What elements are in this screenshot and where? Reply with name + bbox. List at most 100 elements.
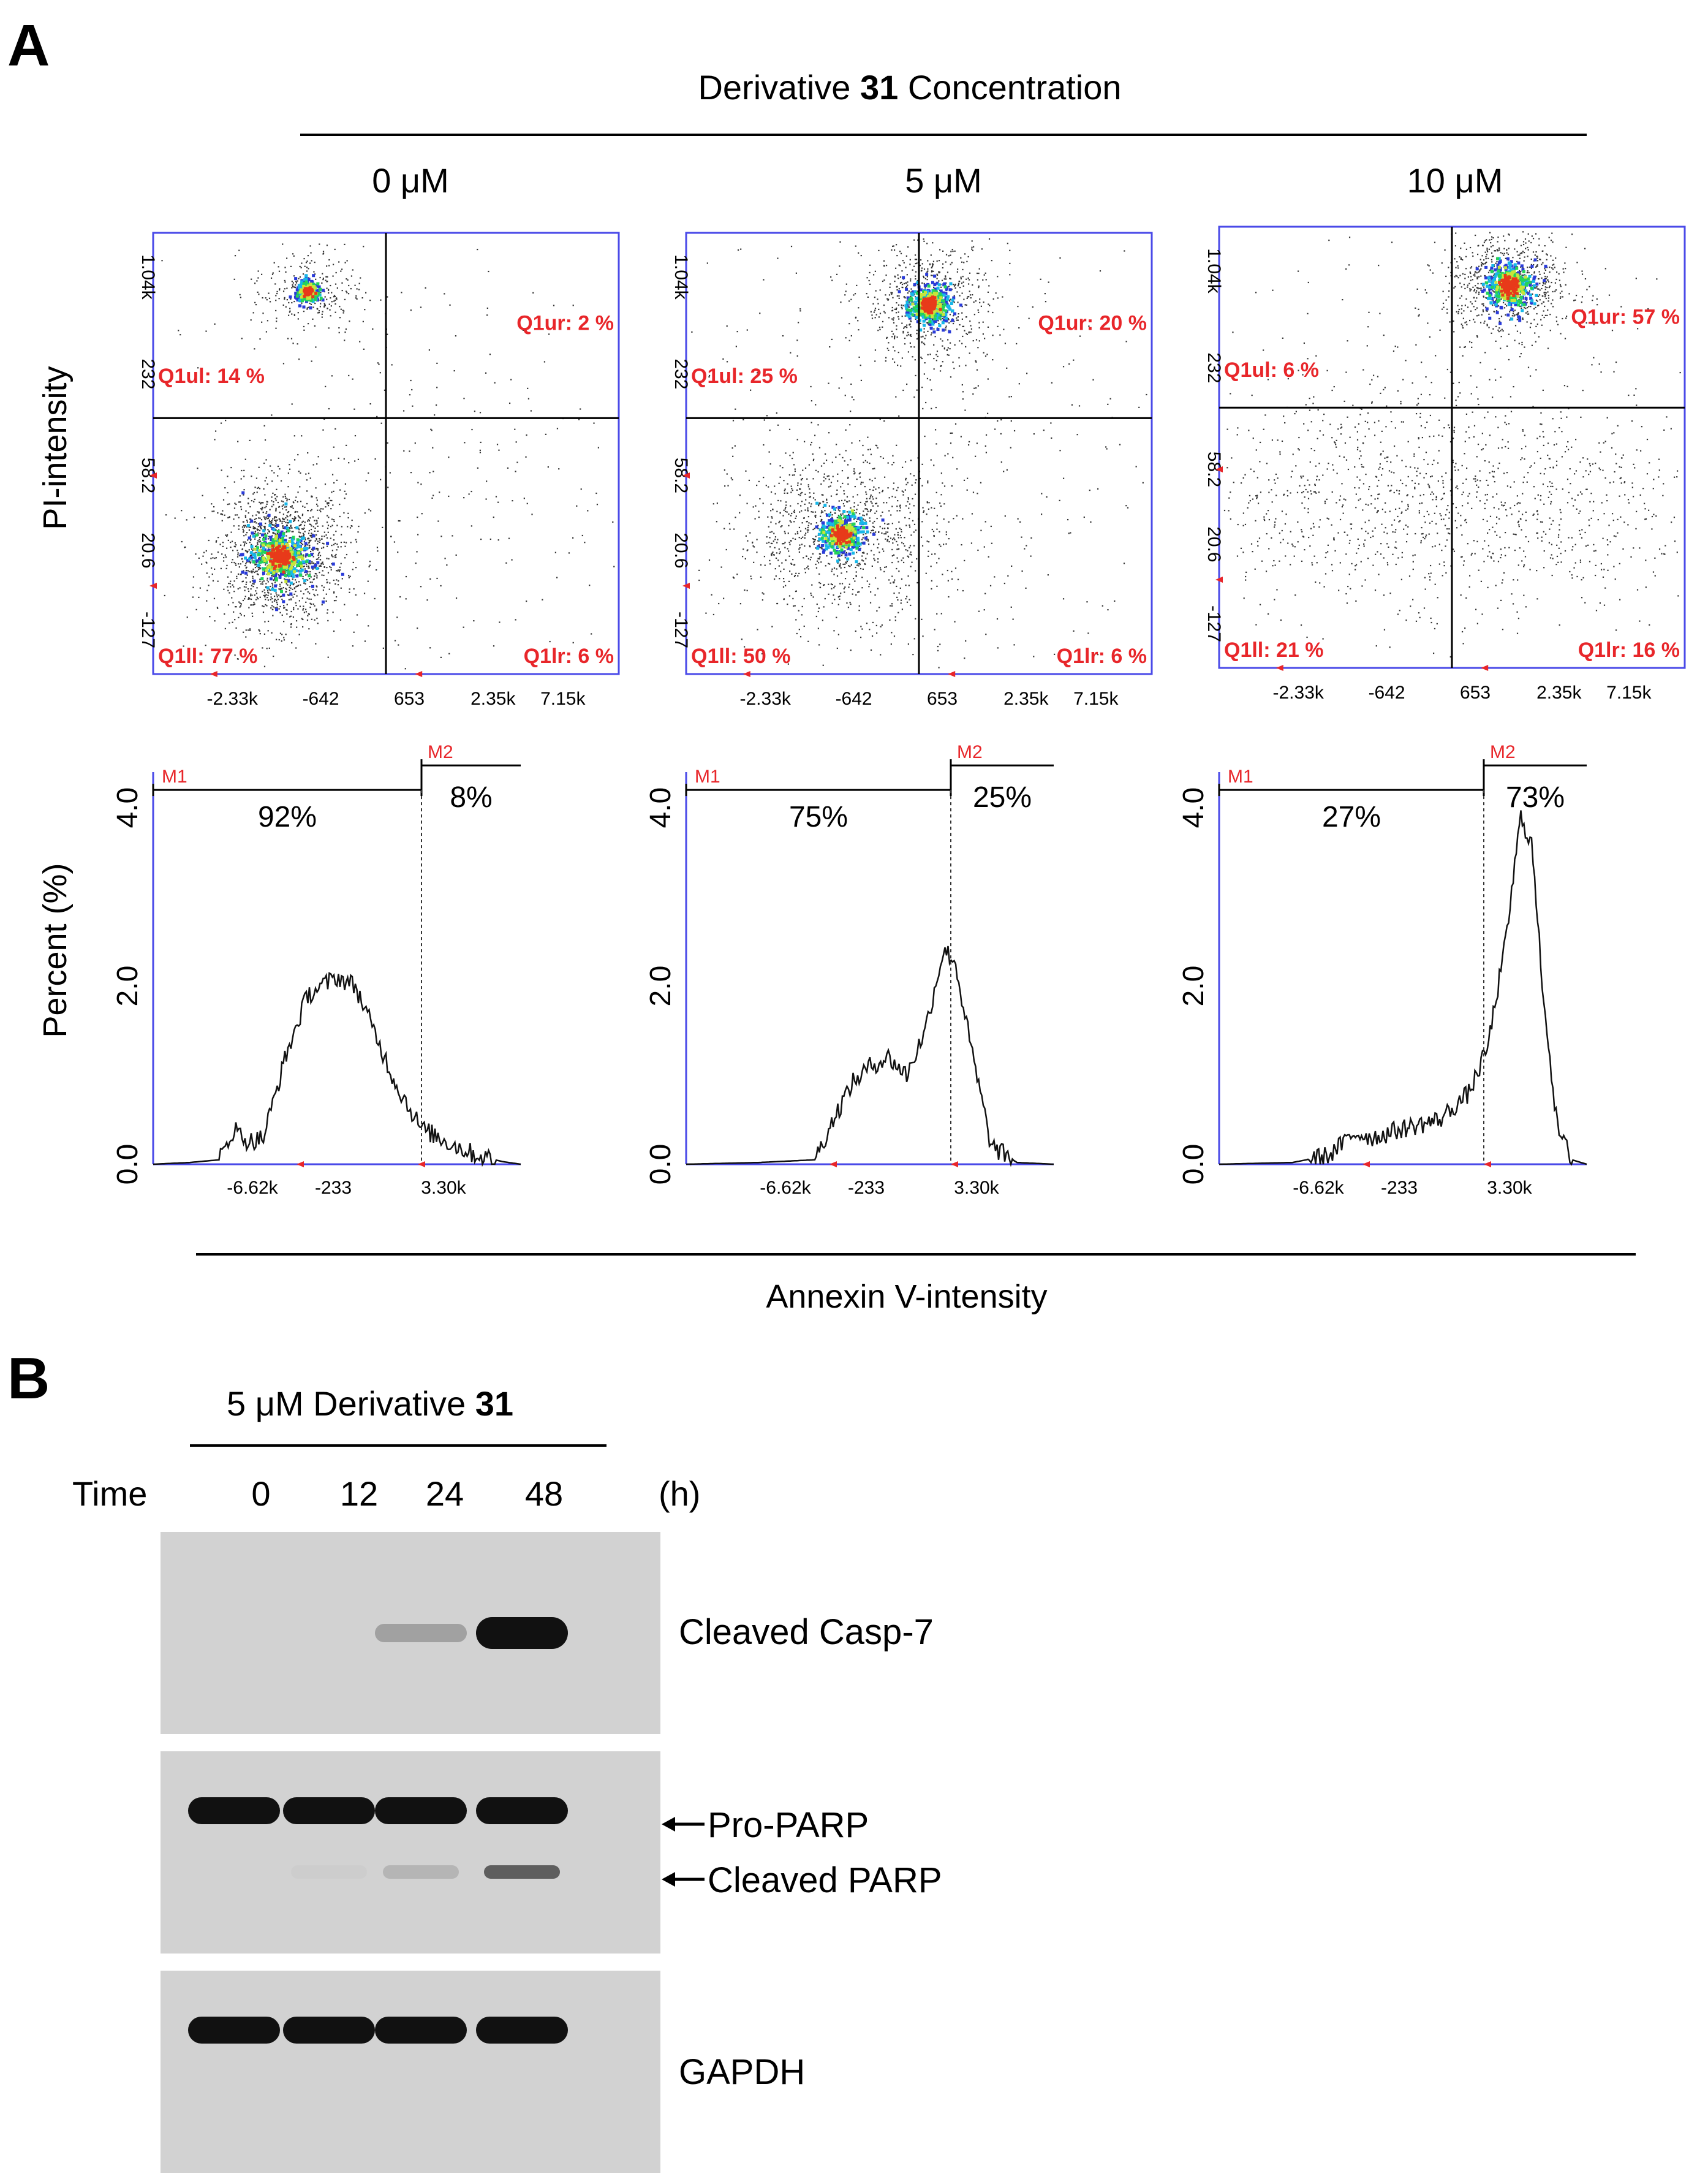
event-dot bbox=[901, 283, 904, 286]
event-dot bbox=[906, 335, 908, 336]
event-dot bbox=[241, 581, 243, 583]
density-dot bbox=[309, 306, 312, 310]
event-dot bbox=[840, 513, 842, 515]
event-dot bbox=[878, 487, 880, 489]
event-dot bbox=[793, 509, 796, 511]
event-dot bbox=[319, 559, 322, 561]
event-dot bbox=[251, 612, 253, 614]
event-dot bbox=[327, 281, 328, 282]
event-dot bbox=[264, 526, 266, 528]
event-dot bbox=[211, 573, 213, 575]
event-dot bbox=[357, 551, 358, 553]
event-dot bbox=[294, 499, 297, 501]
event-dot bbox=[206, 600, 208, 602]
event-dot bbox=[291, 287, 293, 289]
event-dot bbox=[285, 517, 287, 519]
event-dot bbox=[776, 552, 778, 554]
event-dot bbox=[279, 288, 281, 290]
event-dot bbox=[868, 279, 870, 282]
event-dot bbox=[250, 561, 252, 563]
event-dot bbox=[784, 492, 785, 494]
density-dot bbox=[304, 542, 308, 545]
event-dot bbox=[905, 598, 907, 600]
event-dot bbox=[916, 262, 918, 264]
density-dot bbox=[280, 530, 284, 534]
density-dot bbox=[269, 551, 273, 555]
event-dot bbox=[937, 274, 939, 276]
event-dot bbox=[901, 270, 903, 272]
event-dot bbox=[836, 444, 837, 445]
event-dot bbox=[260, 547, 262, 548]
density-dot bbox=[293, 553, 297, 557]
event-dot bbox=[280, 480, 282, 482]
event-dot bbox=[612, 521, 614, 523]
event-dot bbox=[846, 602, 848, 604]
event-dot bbox=[257, 291, 259, 294]
event-dot bbox=[978, 285, 980, 287]
event-dot bbox=[901, 466, 904, 468]
density-dot bbox=[262, 572, 265, 575]
event-dot bbox=[844, 566, 845, 569]
event-dot bbox=[292, 531, 294, 532]
event-dot bbox=[892, 346, 894, 348]
event-dot bbox=[294, 548, 296, 550]
event-dot bbox=[860, 365, 861, 366]
event-dot bbox=[323, 543, 325, 545]
event-dot bbox=[913, 346, 915, 348]
event-dot bbox=[249, 518, 251, 520]
event-dot bbox=[795, 538, 796, 540]
event-dot bbox=[239, 495, 241, 497]
event-dot bbox=[271, 506, 273, 507]
event-dot bbox=[961, 282, 963, 284]
event-dot bbox=[362, 320, 365, 322]
event-dot bbox=[893, 582, 894, 584]
event-dot bbox=[244, 598, 246, 600]
event-dot bbox=[862, 444, 864, 447]
event-dot bbox=[958, 365, 961, 367]
event-dot bbox=[314, 567, 316, 569]
event-dot bbox=[292, 286, 294, 287]
event-dot bbox=[980, 305, 983, 307]
event-dot bbox=[257, 534, 259, 536]
event-dot bbox=[580, 408, 581, 410]
density-dot bbox=[244, 571, 248, 575]
event-dot bbox=[275, 295, 277, 297]
event-dot bbox=[221, 553, 223, 555]
event-dot bbox=[499, 621, 501, 623]
gate-marker-icon bbox=[415, 671, 423, 677]
event-dot bbox=[267, 620, 270, 623]
event-dot bbox=[307, 544, 309, 546]
density-dot bbox=[276, 559, 280, 563]
event-dot bbox=[907, 306, 909, 308]
event-dot bbox=[352, 378, 353, 380]
event-dot bbox=[293, 314, 295, 316]
event-dot bbox=[222, 545, 224, 548]
event-dot bbox=[358, 282, 360, 284]
density-dot bbox=[297, 559, 301, 563]
event-dot bbox=[233, 591, 235, 593]
event-dot bbox=[243, 521, 244, 523]
event-dot bbox=[572, 537, 574, 539]
event-dot bbox=[822, 511, 824, 513]
event-dot bbox=[744, 589, 746, 591]
event-dot bbox=[908, 585, 910, 586]
event-dot bbox=[259, 596, 261, 598]
event-dot bbox=[319, 551, 320, 553]
event-dot bbox=[242, 528, 244, 530]
event-dot bbox=[308, 598, 310, 600]
event-dot bbox=[864, 504, 866, 506]
event-dot bbox=[269, 589, 271, 591]
event-dot bbox=[323, 305, 325, 307]
density-dot bbox=[289, 295, 292, 299]
event-dot bbox=[279, 612, 281, 613]
event-dot bbox=[255, 545, 257, 547]
event-dot bbox=[967, 256, 969, 258]
event-dot bbox=[909, 547, 910, 548]
event-dot bbox=[304, 506, 306, 508]
event-dot bbox=[792, 452, 794, 453]
event-dot bbox=[271, 521, 273, 524]
event-dot bbox=[339, 489, 341, 491]
event-dot bbox=[335, 297, 337, 300]
event-dot bbox=[297, 501, 298, 503]
event-dot bbox=[252, 570, 254, 572]
